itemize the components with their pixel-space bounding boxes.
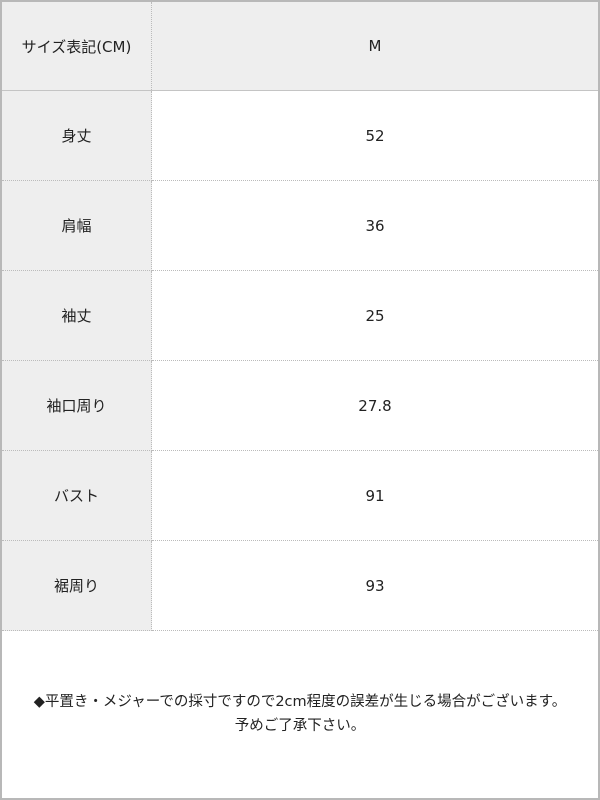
row-value: 36 (151, 180, 598, 271)
note-line-2: 予めご了承下さい。 (234, 717, 366, 734)
row-value: 52 (151, 90, 598, 181)
row-value: 27.8 (151, 360, 598, 451)
row-label: 裾周り (2, 540, 152, 631)
size-table: サイズ表記(CM) M 身丈 52 肩幅 36 袖丈 25 袖口周り 27.8 … (2, 2, 598, 631)
header-label: サイズ表記(CM) (2, 2, 152, 91)
row-label: バスト (2, 450, 152, 541)
row-value: 93 (151, 540, 598, 631)
measurement-note: ◆平置き・メジャーでの採寸ですので2cm程度の誤差が生じる場合がございます。 予… (2, 629, 598, 798)
header-size: M (151, 2, 598, 91)
row-label: 袖口周り (2, 360, 152, 451)
table-row: 身丈 52 (2, 90, 598, 181)
table-header-row: サイズ表記(CM) M (2, 2, 598, 91)
row-label: 身丈 (2, 90, 152, 181)
table-row: バスト 91 (2, 450, 598, 541)
table-row: 袖丈 25 (2, 270, 598, 361)
row-value: 25 (151, 270, 598, 361)
row-value: 91 (151, 450, 598, 541)
row-label: 袖丈 (2, 270, 152, 361)
row-label: 肩幅 (2, 180, 152, 271)
table-row: 袖口周り 27.8 (2, 360, 598, 451)
table-row: 肩幅 36 (2, 180, 598, 271)
table-row: 裾周り 93 (2, 540, 598, 631)
note-line-1: ◆平置き・メジャーでの採寸ですので2cm程度の誤差が生じる場合がございます。 (33, 693, 567, 710)
